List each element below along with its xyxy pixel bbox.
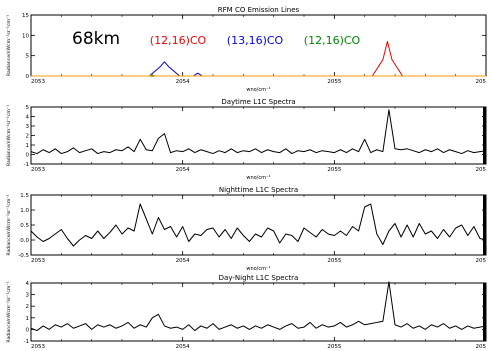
y-tick-label: 15 <box>22 13 29 19</box>
series-line-1 <box>31 61 486 77</box>
y-axis-label: Radiance/nWcm⁻²sr⁻¹cm⁻¹ <box>6 194 12 255</box>
series-line-1 <box>30 203 487 247</box>
y-tick-label: 1 <box>26 143 30 149</box>
x-tick-label: 2055 <box>327 79 341 85</box>
y-tick-label: 0 <box>26 153 30 159</box>
y-tick-label: 0 <box>26 327 30 333</box>
y-tick-label: -0.5 <box>18 253 29 259</box>
panel-title: Nighttime L1C Spectra <box>219 186 298 194</box>
edge-bar <box>483 195 486 255</box>
x-axis-label: wno/cm⁻¹ <box>246 87 270 93</box>
edge-bar <box>483 283 486 341</box>
y-tick-label: 5 <box>26 105 30 111</box>
panel-4: Day-Night L1C Spectra 2053 2054 2055 205 -1 0 1… <box>6 274 487 350</box>
edge-bar <box>483 107 486 164</box>
y-tick-label: 0.0 <box>20 238 29 244</box>
y-tick-label: 1 <box>26 316 30 322</box>
x-tick-label: 2054 <box>176 167 190 173</box>
x-tick-label: 2054 <box>176 79 190 85</box>
y-tick-label: 0 <box>26 74 30 80</box>
y-axis-label: Radiance/nWcm⁻²sr⁻¹cm⁻¹ <box>6 105 12 166</box>
x-tick-label: 2055 <box>327 167 341 173</box>
x-tick-label: 205 <box>476 344 487 350</box>
panel-1: RFM CO Emission Lines 2053 2054 2055 205 0 5 10… <box>6 6 487 93</box>
x-tick-label: 2055 <box>327 258 341 264</box>
x-axis-label: wno/cm⁻¹ <box>246 266 270 272</box>
line-label: (12,16)CO <box>304 34 361 47</box>
y-tick-label: -1 <box>24 162 29 168</box>
axis-frame <box>30 106 487 165</box>
x-tick-label: 2055 <box>327 344 341 350</box>
panel-2: Daytime L1C Spectra 2053 2054 2055 205 -1 0 1 2 3… <box>6 98 487 181</box>
y-tick-label: -1 <box>24 339 29 345</box>
x-axis-label: wno/cm⁻¹ <box>246 175 270 181</box>
panel-3: Nighttime L1C Spectra 2053 2054 2055 205 -0.5… <box>6 186 487 272</box>
y-tick-label: 2 <box>26 134 30 140</box>
axis-frame <box>30 194 487 256</box>
line-label: (12,16)CO <box>150 34 207 47</box>
x-tick-label: 2053 <box>31 258 45 264</box>
y-axis-label: Radiance/nWcm⁻²sr⁻¹cm⁻¹ <box>6 15 12 76</box>
line-label: (13,16)CO <box>227 34 284 47</box>
x-tick-label: 205 <box>476 167 487 173</box>
y-tick-label: 4 <box>26 281 30 287</box>
y-tick-label: 3 <box>26 124 30 130</box>
y-tick-label: 10 <box>22 33 29 39</box>
y-tick-label: 5 <box>26 54 30 60</box>
y-tick-label: 1.5 <box>20 193 29 199</box>
y-axis-label: Radiance/nWcm⁻²sr⁻¹cm⁻¹ <box>6 281 12 342</box>
x-tick-label: 2053 <box>31 167 45 173</box>
series-line-4 <box>31 74 486 77</box>
panel-title: Daytime L1C Spectra <box>221 98 295 106</box>
altitude-label: 68km <box>72 29 120 49</box>
series-line-1 <box>30 281 487 332</box>
y-tick-label: 2 <box>26 304 30 310</box>
x-tick-label: 2053 <box>31 79 45 85</box>
x-tick-label: 205 <box>476 79 487 85</box>
panel-title: Day-Night L1C Spectra <box>219 274 299 282</box>
x-tick-label: 2054 <box>176 258 190 264</box>
series-line-1 <box>30 109 487 155</box>
axis-frame <box>30 282 487 342</box>
y-tick-label: 0.5 <box>20 223 29 229</box>
x-tick-label: 2054 <box>176 344 190 350</box>
x-tick-label: 2053 <box>31 344 45 350</box>
x-tick-label: 205 <box>476 258 487 264</box>
panel-title: RFM CO Emission Lines <box>218 6 300 14</box>
y-tick-label: 4 <box>26 115 30 121</box>
y-tick-label: 1.0 <box>20 208 29 214</box>
y-tick-label: 3 <box>26 293 30 299</box>
